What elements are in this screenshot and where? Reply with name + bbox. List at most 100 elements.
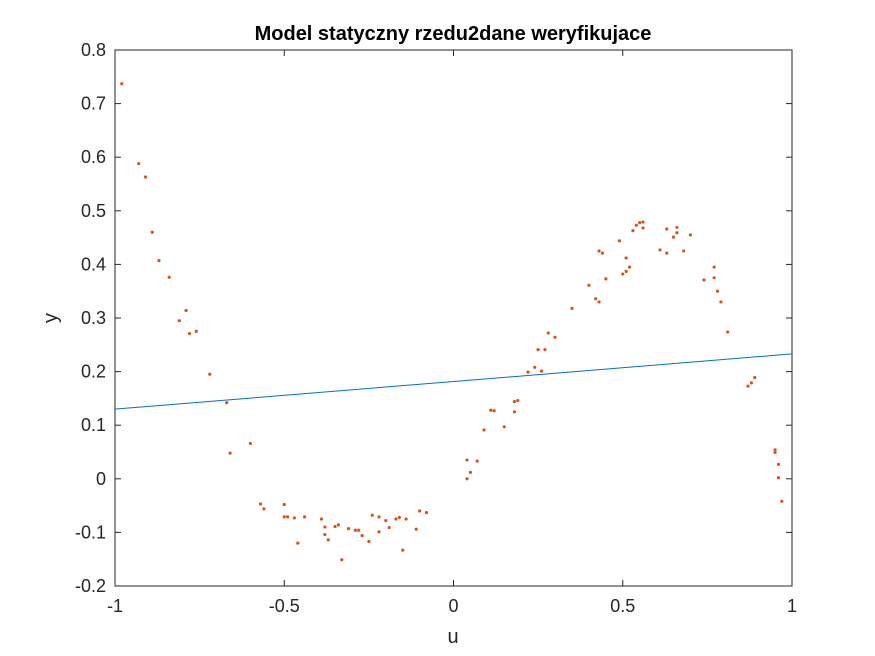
y-tick-label: 0.3 [81,308,106,328]
chart-title: Model statyczny rzedu2dane weryfikujace [255,23,652,45]
y-axis-label: y [40,313,62,323]
data-point [492,409,496,413]
data-point [228,451,232,455]
data-point [753,375,757,380]
data-point [536,348,540,352]
data-point [512,400,517,404]
data-point [726,330,730,334]
y-tick-label: 0.5 [81,201,106,221]
data-point [489,408,493,412]
data-point [424,510,429,515]
data-point [617,239,621,243]
data-point [502,425,506,429]
data-point [326,538,330,542]
data-point [187,331,192,336]
y-tick-label: 0 [96,469,106,489]
data-point [360,534,364,538]
data-point [468,470,473,474]
data-point [282,515,286,519]
y-tick-label: -0.1 [75,522,106,542]
data-point [292,516,297,520]
data-point [120,82,124,86]
data-point [712,276,716,280]
data-point [414,527,418,531]
data-point [600,251,605,255]
data-point [546,331,550,335]
data-point [512,410,517,414]
data-point [634,223,638,227]
data-point [258,502,263,506]
data-point [526,370,530,374]
data-point [641,220,645,224]
y-tick-label: 0.1 [81,415,106,435]
data-point [539,369,544,373]
data-point [624,269,628,273]
data-point [377,515,381,519]
y-tick-label: 0.6 [81,147,106,167]
data-point [675,231,679,235]
data-point [749,381,753,385]
data-point [184,308,188,313]
data-point [638,220,642,225]
data-point [336,523,341,527]
data-point [702,278,706,282]
data-point [475,459,479,463]
data-point [533,365,537,369]
data-point [319,517,324,521]
data-point [621,272,625,276]
data-point [594,297,598,301]
data-point [597,249,601,253]
data-point [688,233,693,237]
data-point [225,401,229,405]
plot-area-box [114,49,793,587]
data-point [340,558,344,562]
data-point [780,499,784,503]
data-point [570,306,574,310]
x-tick-label: 0.5 [610,596,635,616]
data-point [387,525,391,530]
data-point [597,300,601,304]
model-line [114,353,793,410]
y-tick-label: 0.2 [81,362,106,382]
data-point [367,539,371,544]
data-point [418,509,422,513]
x-axis-label: u [447,626,458,648]
data-point [773,448,777,452]
y-tick-label: 0.7 [81,94,106,114]
data-point [627,265,632,269]
data-point [353,528,357,532]
data-point [746,384,750,388]
data-point [333,524,337,529]
x-tick-label: 1 [787,596,797,616]
data-point [712,265,716,269]
data-point [553,335,557,339]
data-point [715,289,720,293]
y-tick-label: 0.8 [81,40,106,60]
data-point [465,477,469,481]
data-point [143,175,148,179]
data-point [248,441,252,446]
data-point [377,530,381,534]
data-point [370,513,374,517]
data-point [323,525,327,529]
data-point [465,458,469,462]
data-layer [114,82,793,562]
x-tick-label: -1 [107,596,123,616]
data-point [641,226,645,230]
data-point [482,428,486,432]
data-point [346,527,351,531]
data-point [282,502,286,507]
data-point [516,398,520,403]
data-point [357,528,361,532]
data-point [404,517,408,521]
data-point [167,275,171,279]
data-point [177,319,181,323]
y-tick-label: -0.2 [75,576,106,596]
data-point [682,249,686,253]
axes: -1 -0.5 0 0.5 1 -0.2 -0.1 0 0.1 0.2 0.3 0.4 0.5 0.6 0.… [75,40,797,616]
y-tick-label: 0.4 [81,254,106,274]
data-point [262,507,266,511]
data-point [631,229,635,233]
data-point [401,548,405,552]
